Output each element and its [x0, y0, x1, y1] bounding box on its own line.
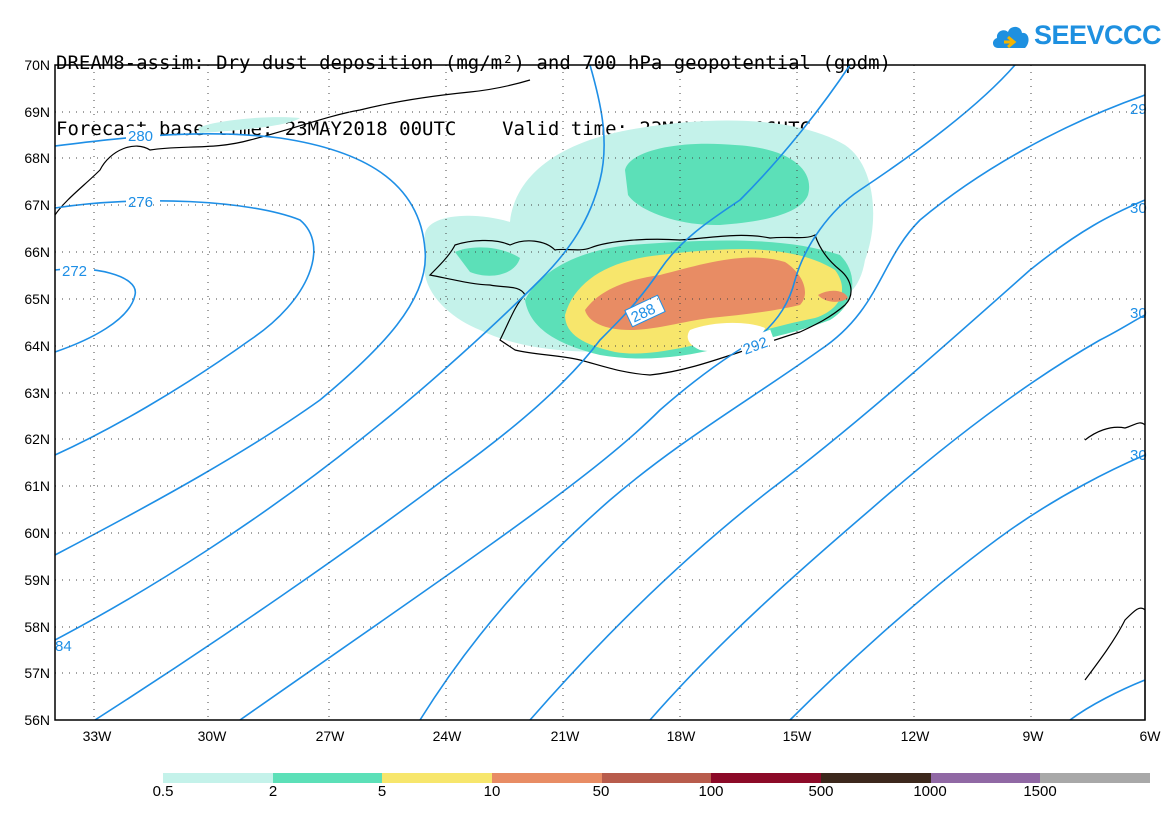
legend-label: 100	[698, 783, 724, 800]
lon-label: 24W	[433, 728, 463, 744]
contour-label-276: 276	[128, 194, 153, 211]
legend-label: 0.5	[152, 783, 174, 800]
lat-label: 70N	[24, 57, 50, 73]
legend-swatch	[821, 773, 931, 783]
lat-label: 58N	[24, 619, 50, 635]
legend-swatch	[930, 773, 1041, 783]
legend-swatch	[492, 773, 602, 783]
seevccc-logo: SEEVCCC	[990, 18, 1170, 58]
coastlines	[54, 79, 1146, 720]
contour-label-30c: 30	[1130, 447, 1147, 464]
norway-coast-south	[1084, 607, 1146, 720]
greenland-coast	[54, 79, 531, 216]
lon-label: 12W	[901, 728, 931, 744]
legend-label: 1000	[913, 783, 947, 800]
contour-304	[789, 454, 1146, 721]
contour-284	[54, 64, 605, 641]
contour-label-30a: 30	[1130, 200, 1147, 217]
lat-label: 68N	[24, 150, 50, 166]
dust-light-patch-west	[198, 117, 300, 133]
contour-labels: 280 276 272 288 292 29 30 30 30 84	[55, 101, 1147, 655]
contour-272	[54, 267, 136, 353]
lat-label: 64N	[24, 338, 50, 354]
contour-label-84: 84	[55, 638, 72, 655]
contour-300b	[649, 314, 1146, 721]
logo-text: SEEVCCC	[1034, 20, 1162, 50]
lat-label: 56N	[24, 712, 50, 728]
lat-label: 65N	[24, 291, 50, 307]
cloud-icon	[992, 26, 1029, 49]
lat-label: 66N	[24, 244, 50, 260]
legend-swatch	[272, 773, 383, 783]
lon-label: 21W	[551, 728, 581, 744]
legend-label: 50	[592, 783, 610, 800]
lon-label: 30W	[198, 728, 228, 744]
lat-label: 67N	[24, 197, 50, 213]
legend-swatch	[601, 773, 712, 783]
contour-label-272: 272	[62, 263, 87, 280]
lat-label: 69N	[24, 104, 50, 120]
contour-308	[1069, 679, 1146, 721]
contour-288a	[94, 64, 851, 721]
lon-label: 6W	[1140, 728, 1162, 744]
lon-label: 33W	[83, 728, 113, 744]
geopotential-contours	[54, 64, 1146, 721]
contour-label-30b: 30	[1130, 305, 1147, 322]
legend-swatch	[163, 773, 273, 783]
norway-coast-north	[1084, 422, 1146, 441]
lon-label: 18W	[667, 728, 697, 744]
contour-label-280: 280	[128, 128, 153, 145]
lat-label: 60N	[24, 525, 50, 541]
legend-label: 1500	[1023, 783, 1057, 800]
lat-label: 61N	[24, 478, 50, 494]
lon-label: 15W	[783, 728, 813, 744]
legend-label: 2	[268, 783, 278, 800]
contour-292	[239, 64, 1016, 721]
lon-label: 9W	[1023, 728, 1045, 744]
iceland-coast	[428, 234, 852, 376]
contour-276	[54, 200, 315, 456]
contour-296	[419, 94, 1146, 721]
longitude-labels: 33W 30W 27W 24W 21W 18W 15W 12W 9W 6W	[83, 728, 1162, 744]
latitude-labels: 70N 69N 68N 67N 66N 65N 64N 63N 62N 61N …	[24, 57, 50, 728]
lat-label: 62N	[24, 431, 50, 447]
contour-300a	[529, 199, 1146, 721]
dust-yellow-westfjords	[455, 247, 520, 276]
lat-label: 59N	[24, 572, 50, 588]
lat-label: 63N	[24, 385, 50, 401]
legend-label: 500	[808, 783, 834, 800]
map-frame	[54, 64, 1146, 721]
lat-label: 57N	[24, 665, 50, 681]
legend-swatch	[382, 773, 493, 783]
legend-label: 5	[377, 783, 387, 800]
legend-colorbar	[163, 773, 1151, 783]
lon-label: 27W	[316, 728, 346, 744]
legend-swatch	[711, 773, 822, 783]
legend-label: 10	[483, 783, 501, 800]
contour-280	[54, 133, 427, 556]
legend-swatch	[1040, 773, 1151, 783]
contour-label-29: 29	[1130, 101, 1147, 118]
